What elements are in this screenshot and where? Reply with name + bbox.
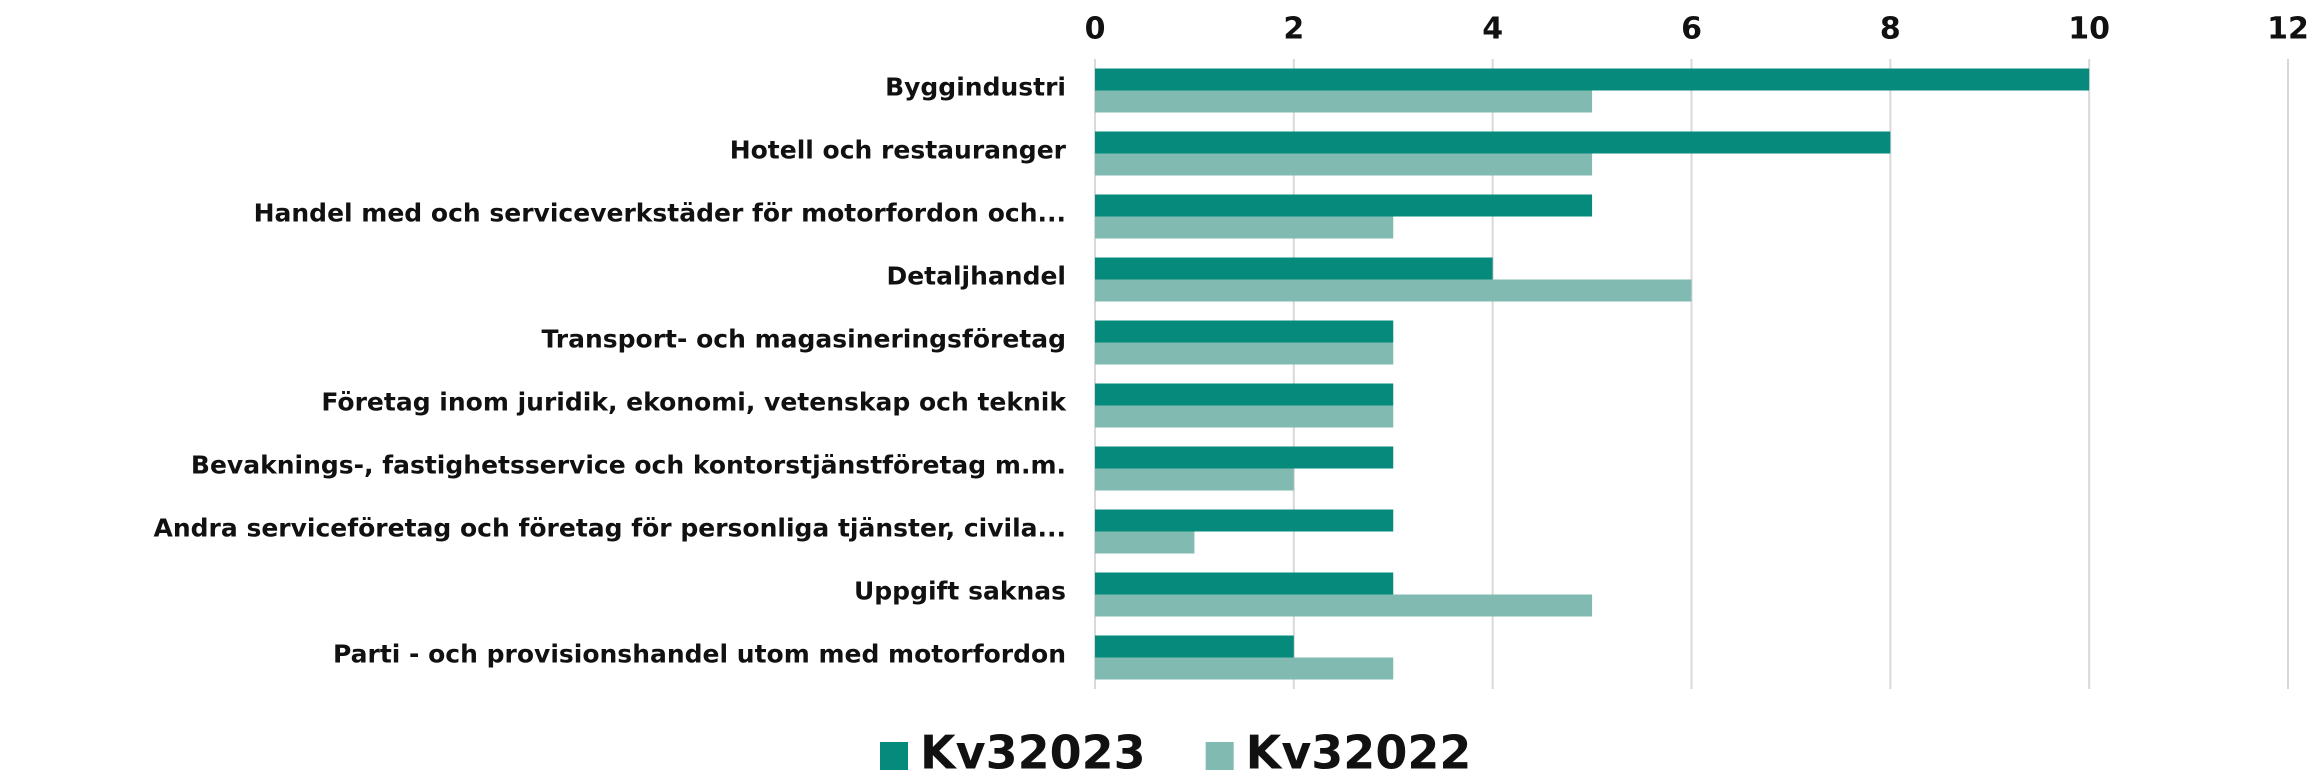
y-tick-label: Parti - och provisionshandel utom med mo… (333, 640, 1066, 669)
bar (1095, 90, 1593, 113)
bar (1095, 446, 1394, 469)
y-tick-label: Detaljhandel (886, 262, 1066, 291)
bar (1095, 216, 1394, 239)
legend-swatch (1205, 742, 1234, 770)
bar (1095, 153, 1593, 176)
x-tick-label: 12 (2267, 12, 2309, 47)
bar (1095, 657, 1394, 680)
y-tick-label: Andra serviceföretag och företag för per… (154, 514, 1067, 543)
bar (1095, 531, 1195, 554)
x-tick-label: 8 (1880, 12, 1901, 47)
x-tick-label: 0 (1085, 12, 1106, 47)
x-tick-label: 4 (1482, 12, 1503, 47)
y-tick-label: Byggindustri (885, 73, 1066, 102)
bar (1095, 194, 1593, 217)
bar (1095, 635, 1294, 658)
bar (1095, 342, 1394, 365)
y-tick-label: Hotell och restauranger (730, 136, 1067, 165)
bar (1095, 131, 1891, 154)
legend-label: Kv32022 (1246, 726, 1472, 778)
bar (1095, 320, 1394, 343)
bar (1095, 383, 1394, 406)
bar (1095, 68, 2090, 91)
x-tick-label: 10 (2068, 12, 2110, 47)
y-tick-label: Handel med och serviceverkstäder för mot… (254, 199, 1066, 228)
bar (1095, 468, 1294, 491)
bar (1095, 509, 1394, 532)
bar (1095, 594, 1593, 617)
legend-swatch (880, 742, 908, 770)
y-tick-label: Uppgift saknas (854, 577, 1066, 606)
y-tick-label: Bevaknings-, fastighetsservice och konto… (191, 451, 1066, 480)
bar (1095, 572, 1394, 595)
y-tick-label: Företag inom juridik, ekonomi, vetenskap… (321, 388, 1067, 417)
bar (1095, 405, 1394, 428)
y-tick-label: Transport- och magasineringsföretag (541, 325, 1066, 354)
bar (1095, 279, 1692, 302)
x-tick-label: 6 (1681, 12, 1702, 47)
legend-label: Kv32023 (920, 726, 1146, 778)
x-tick-label: 2 (1283, 12, 1304, 47)
bar (1095, 257, 1493, 280)
